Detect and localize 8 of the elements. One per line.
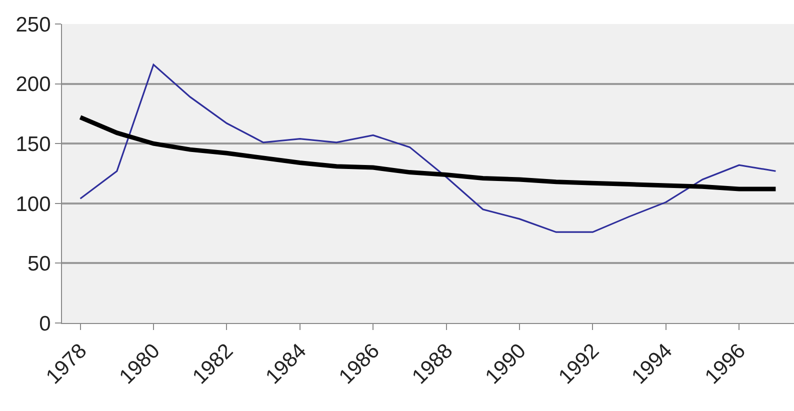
y-tick-label: 250 [16,13,51,36]
y-tick-label: 0 [39,312,51,336]
y-tick-label: 100 [16,192,51,216]
y-tick-label: 150 [16,132,51,156]
line-series [80,64,776,233]
y-tick-label: 50 [27,252,51,276]
y-tick-label: 200 [16,73,51,96]
line-series [78,115,778,192]
